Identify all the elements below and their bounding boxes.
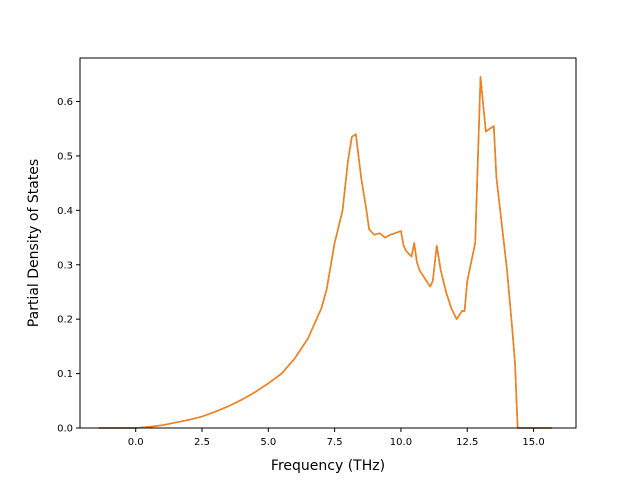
series-line-2 <box>98 76 553 429</box>
y-tick-label: 0.2 <box>57 315 73 326</box>
y-axis: 0.0 0.1 0.2 0.3 0.4 0.5 0.6 <box>57 97 80 435</box>
x-tick-label: 12.5 <box>456 437 478 448</box>
series-layer <box>98 76 553 429</box>
x-axis: 0.0 2.5 5.0 7.5 10.0 12.5 15.0 <box>128 428 545 448</box>
y-tick-label: 0.5 <box>57 151 73 162</box>
x-tick-label: 7.5 <box>327 437 343 448</box>
x-tick-label: 10.0 <box>390 437 412 448</box>
y-tick-label: 0.1 <box>57 369 73 380</box>
y-axis-label: Partial Density of States <box>26 159 42 327</box>
x-tick-label: 0.0 <box>128 437 144 448</box>
y-tick-label: 0.6 <box>57 97 73 108</box>
x-tick-label: 5.0 <box>260 437 276 448</box>
y-tick-label: 0.3 <box>57 260 73 271</box>
x-tick-label: 15.0 <box>522 437 544 448</box>
x-axis-label: Frequency (THz) <box>271 458 385 474</box>
plot-frame <box>79 57 577 429</box>
y-tick-label: 0.4 <box>57 206 73 217</box>
y-tick-label: 0.0 <box>57 424 73 435</box>
x-tick-label: 2.5 <box>194 437 210 448</box>
